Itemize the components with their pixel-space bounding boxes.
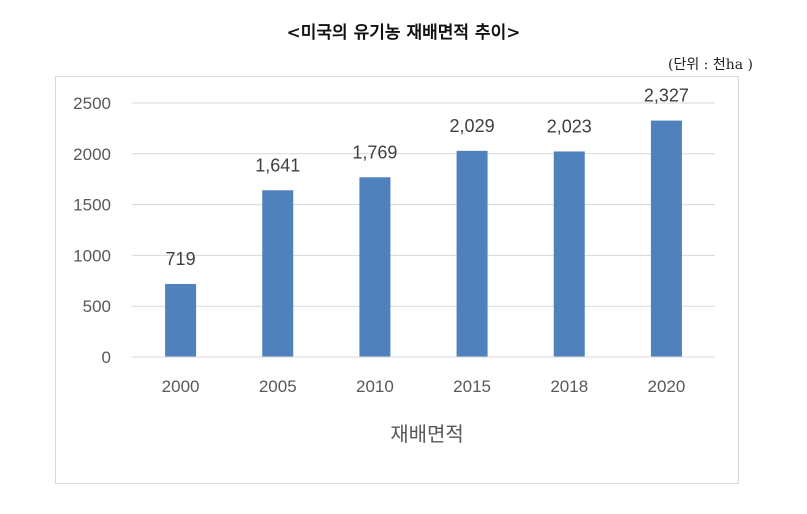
x-axis-title: 재배면적 [390, 422, 464, 446]
x-tick-label: 2005 [259, 377, 297, 396]
x-tick-label: 2015 [453, 377, 491, 396]
gridlines [132, 102, 715, 358]
y-tick-label: 500 [83, 297, 111, 316]
bar-2020 [650, 120, 682, 357]
bars [165, 120, 682, 357]
y-tick-label: 1000 [73, 246, 111, 265]
data-label: 2,023 [547, 116, 592, 136]
bar-2018 [553, 151, 585, 357]
data-label: 2,029 [450, 116, 495, 136]
data-label: 719 [166, 249, 196, 269]
x-tick-label: 2010 [356, 377, 394, 396]
data-label: 1,769 [352, 142, 397, 162]
y-tick-label: 2500 [73, 94, 111, 113]
y-tick-label: 0 [102, 348, 111, 367]
y-tick-label: 1500 [73, 196, 111, 215]
chart-title: <미국의 유기농 재배면적 추이> [286, 23, 521, 43]
y-axis: 0 500 1000 1500 2000 2500 [73, 94, 111, 367]
data-labels: 719 1,641 1,769 2,029 2,023 2,327 [166, 86, 689, 269]
y-tick-label: 2000 [73, 145, 111, 164]
chart-frame [55, 76, 739, 484]
x-axis: 2000 2005 2010 2015 2018 2020 [132, 356, 715, 396]
x-tick-label: 2020 [648, 377, 686, 396]
bar-2005 [262, 190, 294, 357]
bar-2010 [359, 177, 391, 357]
x-tick-label: 2000 [162, 377, 200, 396]
unit-note: (단위 : 천ha ) [668, 57, 753, 73]
x-tick-label: 2018 [550, 377, 588, 396]
bar-2000 [165, 283, 197, 357]
data-label: 1,641 [255, 155, 300, 175]
data-label: 2,327 [644, 86, 689, 106]
bar-2015 [456, 150, 488, 357]
